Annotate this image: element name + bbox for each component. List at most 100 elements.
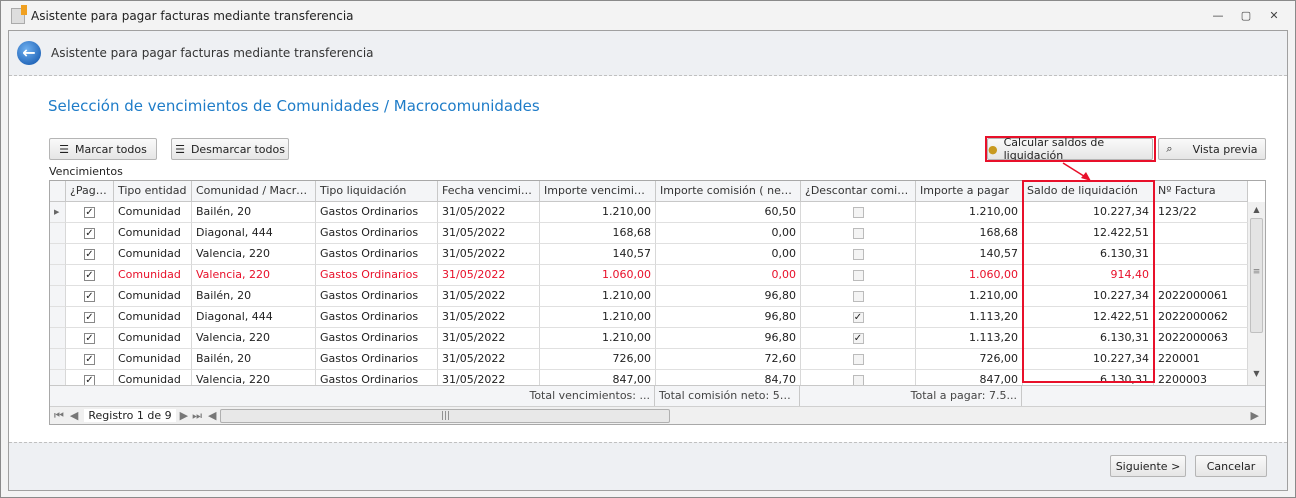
column-header[interactable]: Fecha vencimiento: [438, 181, 540, 202]
discount-checkbox[interactable]: [852, 227, 864, 239]
liquidation-type-cell: Gastos Ordinarios: [316, 202, 438, 223]
due-date-cell: 31/05/2022: [438, 202, 540, 223]
pay-cell[interactable]: ✓: [66, 370, 114, 385]
column-header[interactable]: Importe a pagar: [916, 181, 1023, 202]
column-header[interactable]: Importe vencimiento: [540, 181, 656, 202]
maximize-button[interactable]: ▢: [1240, 9, 1252, 22]
pay-cell[interactable]: ✓: [66, 328, 114, 349]
column-header[interactable]: Comunidad / Macroco...: [192, 181, 316, 202]
preview-button[interactable]: ⌕ Vista previa: [1158, 138, 1266, 160]
cancel-button[interactable]: Cancelar: [1195, 455, 1267, 477]
discount-checkbox[interactable]: ✓: [852, 332, 864, 344]
pay-checkbox[interactable]: ✓: [84, 227, 95, 239]
row-indicator[interactable]: [50, 265, 66, 286]
record-navigator: ⏮ ◀ Registro 1 de 9 ▶ ⏭ ◀ ||| ▶: [50, 406, 1265, 424]
discount-checkbox[interactable]: [852, 374, 864, 385]
pay-cell[interactable]: ✓: [66, 202, 114, 223]
scroll-right-icon[interactable]: ▶: [1250, 409, 1259, 422]
balance-cell: 12.422,51: [1023, 223, 1154, 244]
pay-checkbox[interactable]: ✓: [84, 332, 95, 344]
next-record-icon[interactable]: ▶: [179, 409, 189, 422]
column-header[interactable]: Tipo entidad: [114, 181, 192, 202]
minimize-button[interactable]: —: [1212, 9, 1224, 22]
pay-cell[interactable]: ✓: [66, 265, 114, 286]
amount-to-pay-cell: 1.210,00: [916, 286, 1023, 307]
discount-cell[interactable]: [801, 244, 916, 265]
row-indicator[interactable]: [50, 328, 66, 349]
table-row[interactable]: ✓ Comunidad Bailén, 20 Gastos Ordinarios…: [50, 349, 1248, 370]
scroll-up-icon[interactable]: ▲: [1253, 205, 1260, 214]
discount-checkbox[interactable]: [852, 353, 864, 365]
pay-checkbox[interactable]: ✓: [84, 311, 95, 323]
scroll-left-icon[interactable]: ◀: [208, 409, 217, 422]
discount-cell[interactable]: [801, 202, 916, 223]
pay-checkbox[interactable]: ✓: [84, 290, 95, 302]
row-indicator[interactable]: ▶: [50, 202, 66, 223]
discount-cell[interactable]: ✓: [801, 328, 916, 349]
discount-checkbox[interactable]: [852, 269, 864, 281]
pay-cell[interactable]: ✓: [66, 244, 114, 265]
row-indicator[interactable]: [50, 286, 66, 307]
close-button[interactable]: ✕: [1269, 9, 1279, 22]
row-indicator[interactable]: [50, 307, 66, 328]
column-header[interactable]: Nº Factura: [1154, 181, 1248, 202]
column-header[interactable]: Tipo liquidación: [316, 181, 438, 202]
table-row[interactable]: ✓ Comunidad Valencia, 220 Gastos Ordinar…: [50, 328, 1248, 349]
unmark-all-label: Desmarcar todos: [190, 142, 285, 156]
next-button[interactable]: Siguiente >: [1110, 455, 1186, 477]
grid-body: ▶ ✓ Comunidad Bailén, 20 Gastos Ordinari…: [50, 202, 1248, 385]
row-indicator[interactable]: [50, 244, 66, 265]
table-row[interactable]: ✓ Comunidad Diagonal, 444 Gastos Ordinar…: [50, 223, 1248, 244]
pay-checkbox[interactable]: ✓: [84, 269, 95, 281]
table-row[interactable]: ✓ Comunidad Valencia, 220 Gastos Ordinar…: [50, 244, 1248, 265]
table-row[interactable]: ▶ ✓ Comunidad Bailén, 20 Gastos Ordinari…: [50, 202, 1248, 223]
table-row[interactable]: ✓ Comunidad Valencia, 220 Gastos Ordinar…: [50, 265, 1248, 286]
discount-cell[interactable]: [801, 370, 916, 385]
column-header[interactable]: Importe comisión ( neto ): [656, 181, 801, 202]
mark-all-button[interactable]: ☰ Marcar todos: [49, 138, 157, 160]
pay-checkbox[interactable]: ✓: [84, 248, 95, 260]
row-indicator[interactable]: [50, 223, 66, 244]
discount-cell[interactable]: [801, 265, 916, 286]
discount-checkbox[interactable]: [852, 290, 864, 302]
column-header[interactable]: ¿Descontar comisión?: [801, 181, 916, 202]
amount-to-pay-cell: 1.060,00: [916, 265, 1023, 286]
pay-checkbox[interactable]: ✓: [84, 206, 95, 218]
amount-to-pay-cell: 847,00: [916, 370, 1023, 385]
scroll-thumb[interactable]: ≡: [1250, 218, 1263, 333]
discount-cell[interactable]: [801, 349, 916, 370]
entity-type-cell: Comunidad: [114, 223, 192, 244]
table-row[interactable]: ✓ Comunidad Diagonal, 444 Gastos Ordinar…: [50, 307, 1248, 328]
first-record-icon[interactable]: ⏮: [54, 408, 64, 422]
pay-cell[interactable]: ✓: [66, 286, 114, 307]
last-record-icon[interactable]: ⏭: [192, 408, 202, 422]
calculate-balances-button[interactable]: ● Calcular saldos de liquidación: [987, 136, 1153, 162]
column-header[interactable]: ¿Pagar?: [66, 181, 114, 202]
scroll-down-icon[interactable]: ▼: [1253, 369, 1260, 378]
horizontal-scroll-thumb[interactable]: |||: [220, 408, 671, 423]
vertical-scrollbar[interactable]: ▲ ≡ ▼: [1248, 202, 1265, 385]
table-row[interactable]: ✓ Comunidad Valencia, 220 Gastos Ordinar…: [50, 370, 1248, 385]
pay-cell[interactable]: ✓: [66, 307, 114, 328]
column-header[interactable]: Saldo de liquidación: [1023, 181, 1154, 202]
discount-checkbox[interactable]: [852, 248, 864, 260]
discount-cell[interactable]: [801, 223, 916, 244]
discount-cell[interactable]: ✓: [801, 307, 916, 328]
row-indicator[interactable]: [50, 370, 66, 385]
discount-checkbox[interactable]: [852, 206, 864, 218]
row-indicator[interactable]: [50, 349, 66, 370]
back-arrow-icon[interactable]: ←: [17, 41, 41, 65]
checklist-icon: ☰: [59, 142, 70, 156]
invoice-number-cell: 2022000062: [1154, 307, 1248, 328]
unmark-all-button[interactable]: ☰ Desmarcar todos: [171, 138, 289, 160]
amount-to-pay-cell: 1.113,20: [916, 307, 1023, 328]
discount-cell[interactable]: [801, 286, 916, 307]
pay-cell[interactable]: ✓: [66, 223, 114, 244]
discount-checkbox[interactable]: ✓: [852, 311, 864, 323]
pay-cell[interactable]: ✓: [66, 349, 114, 370]
prev-record-icon[interactable]: ◀: [69, 409, 79, 422]
row-indicator-header: [50, 181, 66, 202]
pay-checkbox[interactable]: ✓: [84, 353, 95, 365]
table-row[interactable]: ✓ Comunidad Bailén, 20 Gastos Ordinarios…: [50, 286, 1248, 307]
pay-checkbox[interactable]: ✓: [84, 374, 95, 385]
